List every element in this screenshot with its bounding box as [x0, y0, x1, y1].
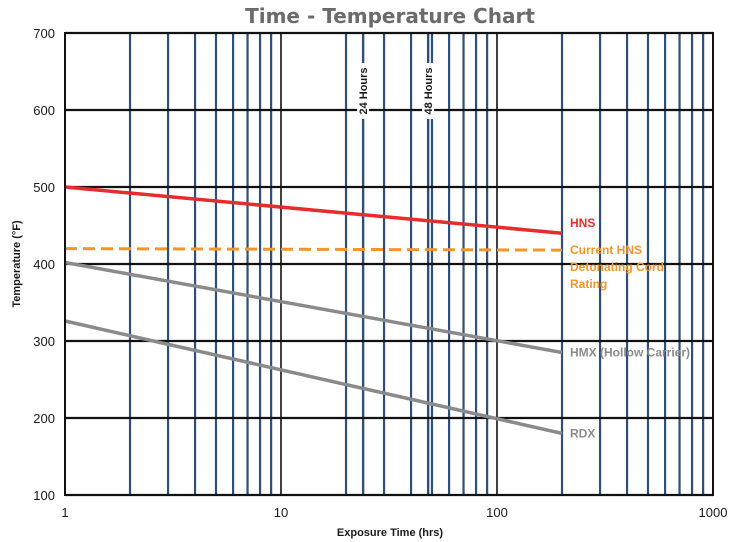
chart-title: Time - Temperature Chart [245, 4, 535, 28]
y-tick-label-100: 100 [33, 488, 55, 503]
y-tick-label-500: 500 [33, 180, 55, 195]
series-label-rdx-line-1: RDX [570, 426, 595, 440]
y-axis-label: Temperature (°F) [11, 220, 23, 308]
y-tick-label-700: 700 [33, 26, 55, 41]
series-label-current-hns-detonating-cord-rating-line-2: Detonating Cord [570, 260, 664, 274]
y-tick-label-200: 200 [33, 411, 55, 426]
series-line-rdx [64, 319, 563, 436]
series-line-hmx-hollow-carrier [64, 260, 563, 355]
series-label-hns-line-1: HNS [570, 216, 595, 230]
y-tick-label-400: 400 [33, 257, 55, 272]
tick-layer: 100 200 300 400 500 600 700 1 10 100 1000 [33, 26, 727, 520]
grid-layer [64, 31, 714, 497]
series-layer [64, 185, 563, 436]
series-label-current-hns-detonating-cord-rating-line-1: Current HNS [570, 243, 642, 257]
reference-label-bg-24-hours [357, 63, 370, 119]
x-tick-label-1000: 1000 [699, 505, 728, 520]
x-tick-label-1: 1 [61, 505, 68, 520]
y-tick-label-300: 300 [33, 334, 55, 349]
reference-label-24-hours: 24 Hours [358, 67, 370, 114]
reference-label-48-hours: 48 Hours [423, 67, 435, 114]
plot-frame [64, 32, 714, 496]
series-label-current-hns-detonating-cord-rating-line-3: Rating [570, 277, 607, 291]
x-axis-label: Exposure Time (hrs) [337, 527, 443, 539]
y-tick-label-600: 600 [33, 103, 55, 118]
series-line-current-hns-detonating-cord-rating [64, 247, 563, 252]
label-layer: 24 Hours 48 Hours HNS Current HNS Detonating… [357, 63, 690, 440]
x-tick-label-10: 10 [274, 505, 288, 520]
series-line-hns [64, 185, 563, 235]
reference-label-bg-48-hours [422, 63, 435, 119]
x-tick-label-100: 100 [486, 505, 508, 520]
series-label-hmx-hollow-carrier-line-1: HMX (Hollow Carrier) [570, 346, 690, 360]
